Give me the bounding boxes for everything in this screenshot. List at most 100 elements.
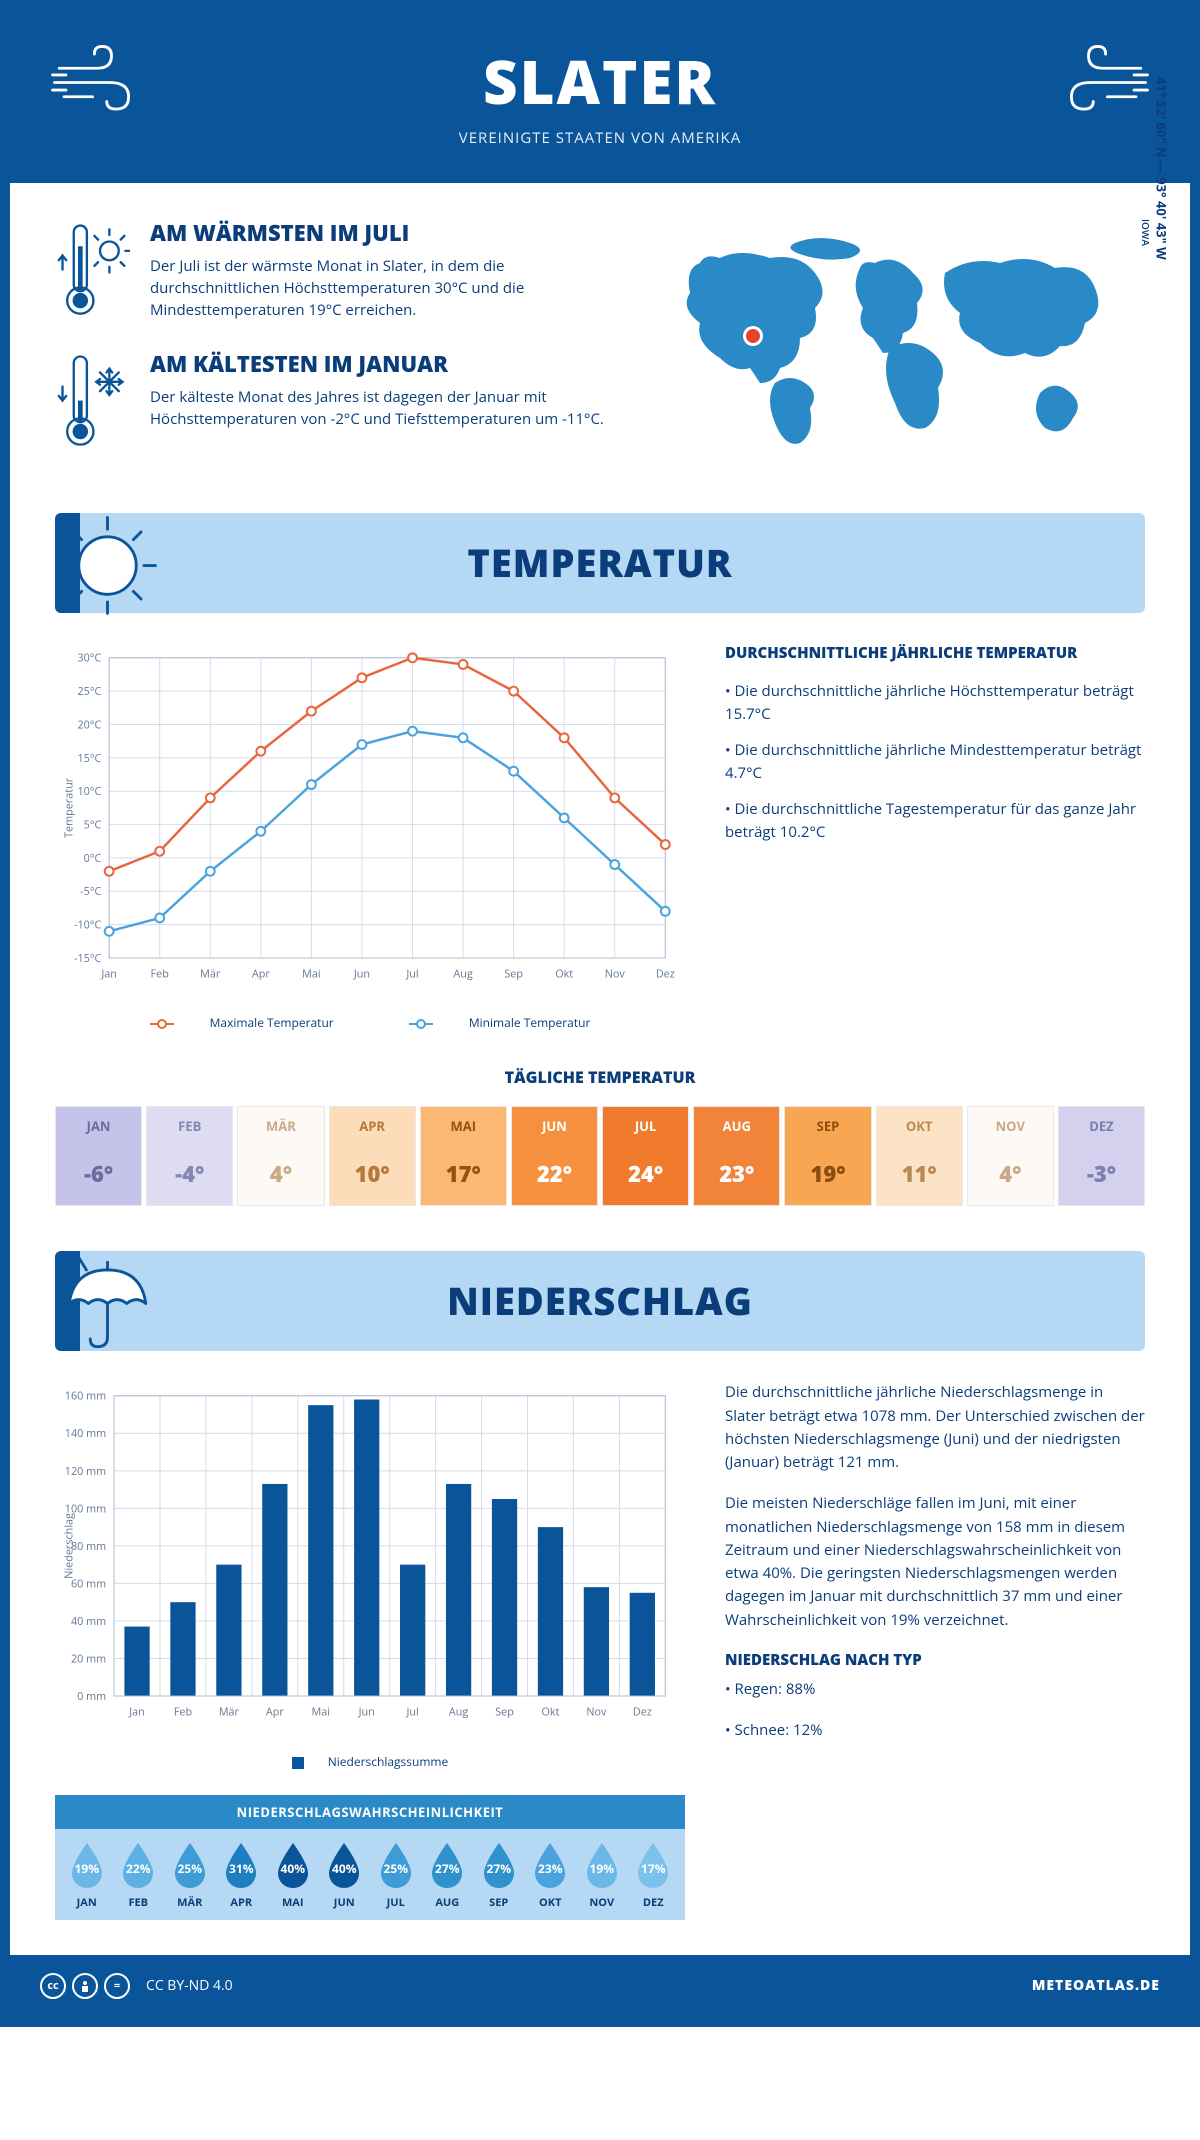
daily-month: MAI (421, 1107, 506, 1145)
daily-value: 10° (330, 1145, 415, 1205)
content: AM WÄRMSTEN IM JULI Der Juli ist der wär… (10, 183, 1190, 1955)
license-text: CC BY-ND 4.0 (146, 1976, 233, 1995)
daily-month: AUG (694, 1107, 779, 1145)
daily-temp-heading: TÄGLICHE TEMPERATUR (55, 1066, 1145, 1088)
precip-text-1: Die durchschnittliche jährliche Niedersc… (725, 1381, 1145, 1474)
probability-cell: 23%OKT (525, 1841, 577, 1910)
daily-month: FEB (147, 1107, 232, 1145)
region-label: IOWA (1139, 219, 1153, 246)
precipitation-left: 0 mm20 mm40 mm60 mm80 mm100 mm120 mm140 … (55, 1381, 685, 1919)
raindrop-icon: 27% (479, 1841, 519, 1889)
fact-coldest: AM KÄLTESTEN IM JANUAR Der kälteste Mona… (55, 349, 605, 452)
thermometer-hot-icon (55, 218, 130, 321)
fact-warmest: AM WÄRMSTEN IM JULI Der Juli ist der wär… (55, 218, 605, 321)
page-frame: SLATER VEREINIGTE STAATEN VON AMERIKA (0, 0, 1200, 2027)
svg-text:30°C: 30°C (77, 651, 101, 666)
footer: cc = CC BY-ND 4.0 METEOATLAS.DE (10, 1955, 1190, 2017)
svg-text:Feb: Feb (151, 967, 170, 982)
svg-text:Jan: Jan (128, 1705, 145, 1720)
probability-month: AUG (422, 1895, 474, 1910)
probability-cell: 25% JUL (370, 1841, 422, 1910)
world-map-box: IOWA 41° 52' 60" N — 93° 40' 43" W (645, 218, 1145, 483)
daily-temp-cell: JUN22° (511, 1106, 598, 1206)
temp-bullet: • Die durchschnittliche jährliche Höchst… (725, 680, 1145, 725)
daily-value: 4° (238, 1145, 323, 1205)
probability-box: NIEDERSCHLAGSWAHRSCHEINLICHKEIT 19%JAN22… (55, 1795, 685, 1920)
svg-text:140 mm: 140 mm (65, 1427, 106, 1442)
fact-cold-text: Der kälteste Monat des Jahres ist dagege… (150, 387, 605, 431)
fact-warm-heading: AM WÄRMSTEN IM JULI (150, 218, 605, 248)
license-block: cc = CC BY-ND 4.0 (40, 1973, 233, 1999)
precipitation-legend: Niederschlagssumme (55, 1753, 685, 1770)
daily-month: NOV (968, 1107, 1053, 1145)
svg-text:-10°C: -10°C (74, 918, 101, 933)
daily-temp-cell: AUG23° (693, 1106, 780, 1206)
daily-value: 11° (877, 1145, 962, 1205)
probability-cell: 31%APR (216, 1841, 268, 1910)
probability-cell: 17%DEZ (628, 1841, 680, 1910)
precipitation-chart: 0 mm20 mm40 mm60 mm80 mm100 mm120 mm140 … (55, 1381, 685, 1735)
daily-month: MÄR (238, 1107, 323, 1145)
svg-text:20°C: 20°C (77, 717, 101, 732)
raindrop-icon: 25% (376, 1841, 416, 1889)
daily-temp-cell: JUL24° (602, 1106, 689, 1206)
daily-temp-cell: FEB-4° (146, 1106, 233, 1206)
probability-cell: 27% AUG (422, 1841, 474, 1910)
svg-text:25°C: 25°C (77, 684, 101, 699)
precipitation-row: 0 mm20 mm40 mm60 mm80 mm100 mm120 mm140 … (55, 1381, 1145, 1919)
temp-bullet: • Die durchschnittliche jährliche Mindes… (725, 739, 1145, 784)
raindrop-icon: 27% (427, 1841, 467, 1889)
precip-legend-label: Niederschlagssumme (328, 1753, 449, 1770)
svg-text:Apr: Apr (266, 1705, 284, 1720)
umbrella-icon (50, 1246, 165, 1361)
probability-month: SEP (473, 1895, 525, 1910)
daily-temp-cell: MÄR4° (237, 1106, 324, 1206)
svg-text:Jul: Jul (405, 967, 418, 982)
intro-row: AM WÄRMSTEN IM JULI Der Juli ist der wär… (55, 218, 1145, 483)
daily-temp-cell: DEZ-3° (1058, 1106, 1145, 1206)
temp-summary-heading: DURCHSCHNITTLICHE JÄHRLICHE TEMPERATUR (725, 643, 1145, 664)
daily-temp-cell: SEP19° (784, 1106, 871, 1206)
daily-temp-cell: OKT11° (876, 1106, 963, 1206)
probability-month: JUL (370, 1895, 422, 1910)
svg-text:Jan: Jan (100, 967, 117, 982)
raindrop-icon: 19% (582, 1841, 622, 1889)
svg-text:-15°C: -15°C (74, 951, 101, 966)
raindrop-icon: 25% (170, 1841, 210, 1889)
raindrop-icon: 23% (530, 1841, 570, 1889)
svg-text:5°C: 5°C (84, 818, 102, 833)
probability-cell: 25%MÄR (164, 1841, 216, 1910)
wind-icon-right (1060, 35, 1155, 130)
temperature-summary: DURCHSCHNITTLICHE JÄHRLICHE TEMPERATUR •… (725, 643, 1145, 1031)
daily-temp-cell: MAI17° (420, 1106, 507, 1206)
temperature-legend: Maximale Temperatur Minimale Temperatur (55, 1014, 685, 1031)
probability-month: NOV (576, 1895, 628, 1910)
svg-text:40 mm: 40 mm (71, 1614, 106, 1629)
daily-month: DEZ (1059, 1107, 1144, 1145)
svg-text:Dez: Dez (656, 967, 675, 982)
precip-type-heading: NIEDERSCHLAG NACH TYP (725, 1650, 1145, 1670)
precipitation-title: NIEDERSCHLAG (447, 1275, 753, 1327)
daily-value: 22° (512, 1145, 597, 1205)
svg-text:Nov: Nov (586, 1705, 607, 1720)
svg-text:Sep: Sep (504, 967, 523, 982)
daily-month: OKT (877, 1107, 962, 1145)
daily-value: 4° (968, 1145, 1053, 1205)
svg-text:-5°C: -5°C (80, 884, 101, 899)
daily-value: 19° (785, 1145, 870, 1205)
probability-month: APR (216, 1895, 268, 1910)
svg-text:Mär: Mär (219, 1705, 240, 1720)
svg-text:Sep: Sep (495, 1705, 514, 1720)
daily-value: 24° (603, 1145, 688, 1205)
raindrop-icon: 40% (273, 1841, 313, 1889)
probability-cell: 40%JUN (319, 1841, 371, 1910)
daily-temp-cell: APR10° (329, 1106, 416, 1206)
daily-value: 23° (694, 1145, 779, 1205)
temperature-row: -15°C-10°C-5°C0°C5°C10°C15°C20°C25°C30°C… (55, 643, 1145, 1031)
raindrop-icon: 40% (324, 1841, 364, 1889)
probability-cell: 27% SEP (473, 1841, 525, 1910)
probability-month: FEB (113, 1895, 165, 1910)
svg-text:Mai: Mai (312, 1705, 330, 1720)
probability-cell: 40%MAI (267, 1841, 319, 1910)
daily-month: JUN (512, 1107, 597, 1145)
